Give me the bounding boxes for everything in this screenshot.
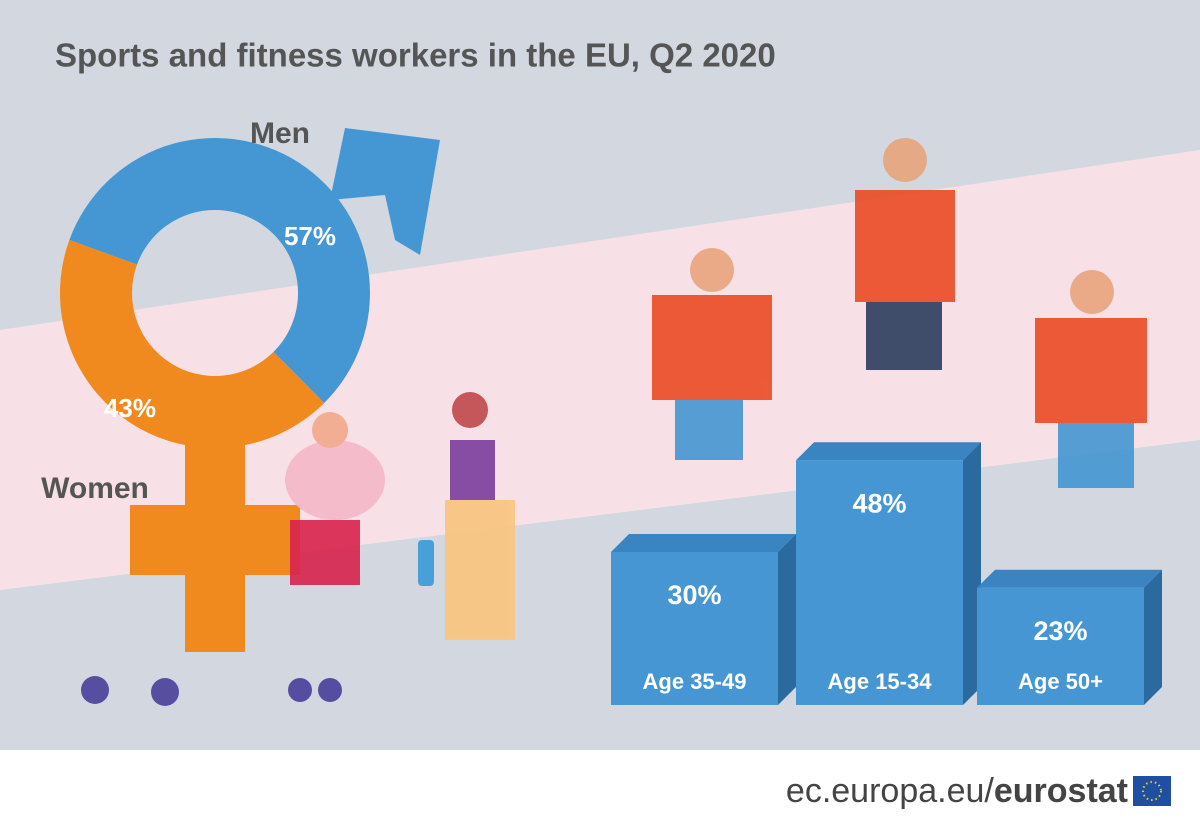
footer-band xyxy=(0,750,1200,832)
figures xyxy=(81,138,1147,706)
legend-label: Women xyxy=(41,472,149,505)
podium-chart: 30% Age 35-49 48% Age 15-34 23% Age 50+ xyxy=(611,442,1162,705)
legend-label: Men xyxy=(250,117,310,150)
category-label: Age 15-34 xyxy=(828,669,933,694)
value-label: 43% xyxy=(104,393,156,423)
bar xyxy=(977,587,1144,705)
female-cross xyxy=(130,505,300,575)
value-label: 57% xyxy=(284,221,336,251)
eu-stars xyxy=(1142,781,1162,801)
value-label: 30% xyxy=(667,580,721,610)
podium-top xyxy=(611,534,796,552)
podium-top xyxy=(796,442,981,461)
value-label: 48% xyxy=(852,488,906,518)
footer-site: ec.europa.eu/ xyxy=(786,772,994,810)
footer-brand: eurostat xyxy=(994,772,1128,810)
podium-side xyxy=(963,442,981,705)
title: Sports and fitness workers in the EU, Q2… xyxy=(55,37,776,74)
podium-top xyxy=(977,569,1162,588)
category-label: Age 35-49 xyxy=(643,669,747,694)
bar xyxy=(796,460,963,705)
donut-segment xyxy=(59,239,325,448)
eu-flag xyxy=(1133,776,1171,806)
bar xyxy=(611,552,778,705)
donut-chart: 57% Men 43% Women xyxy=(41,117,370,505)
male-arrow xyxy=(330,128,440,255)
podium-side xyxy=(1144,569,1162,705)
category-label: Age 50+ xyxy=(1018,669,1103,694)
donut-segment xyxy=(69,137,370,403)
value-label: 23% xyxy=(1033,616,1087,646)
podium-side xyxy=(778,534,796,705)
